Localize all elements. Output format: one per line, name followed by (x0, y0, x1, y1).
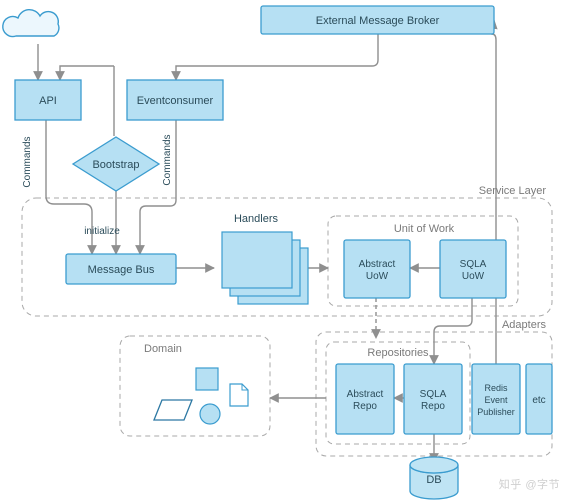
svg-text:Domain: Domain (144, 343, 182, 355)
api-label: API (39, 95, 57, 107)
domain-group-group (120, 336, 270, 436)
lbl-commands-1: Commands (22, 136, 33, 187)
abstract-repo-label-0: Abstract (347, 389, 384, 400)
bootstrap-label: Bootstrap (92, 159, 139, 171)
sqla-repo-label-0: SQLA (420, 389, 447, 400)
svg-text:Adapters: Adapters (502, 319, 547, 331)
redis-pub-label-0: Redis (484, 383, 508, 393)
db-label: DB (426, 474, 441, 486)
handlers-label: Handlers (234, 213, 279, 225)
etc-label: etc (532, 395, 545, 406)
handlers-stack (222, 232, 308, 304)
redis-pub-label-2: Publisher (477, 407, 515, 417)
redis-pub-label-1: Event (484, 395, 508, 405)
svg-text:Service Layer: Service Layer (479, 185, 547, 197)
abstract-uow-label-1: UoW (366, 271, 389, 282)
cloud-icon (3, 10, 59, 37)
svg-text:Repositories: Repositories (367, 347, 429, 359)
sqla-repo-label-1: Repo (421, 401, 445, 412)
lbl-commands-2: Commands (162, 134, 173, 185)
abstract-uow-label-0: Abstract (359, 259, 396, 270)
message-bus-label: Message Bus (88, 264, 155, 276)
external-broker-label: External Message Broker (316, 15, 440, 27)
architecture-diagram: Service Layer Adapters Domain Unit of Work R… (0, 0, 572, 500)
abstract-repo-label-1: Repo (353, 401, 377, 412)
e-hub-left (60, 66, 114, 80)
domain-shapes (154, 368, 248, 424)
e-sqla-uow-repo (434, 298, 472, 364)
sqla-uow-label-1: UoW (462, 271, 485, 282)
lbl-initialize: initialize (84, 226, 120, 237)
watermark: 知乎 @字节 (499, 476, 560, 492)
e-broker-down (176, 34, 378, 80)
sqla-uow-label-0: SQLA (460, 259, 487, 270)
svg-text:Unit of Work: Unit of Work (394, 223, 455, 235)
eventconsumer-label: Eventconsumer (137, 95, 214, 107)
